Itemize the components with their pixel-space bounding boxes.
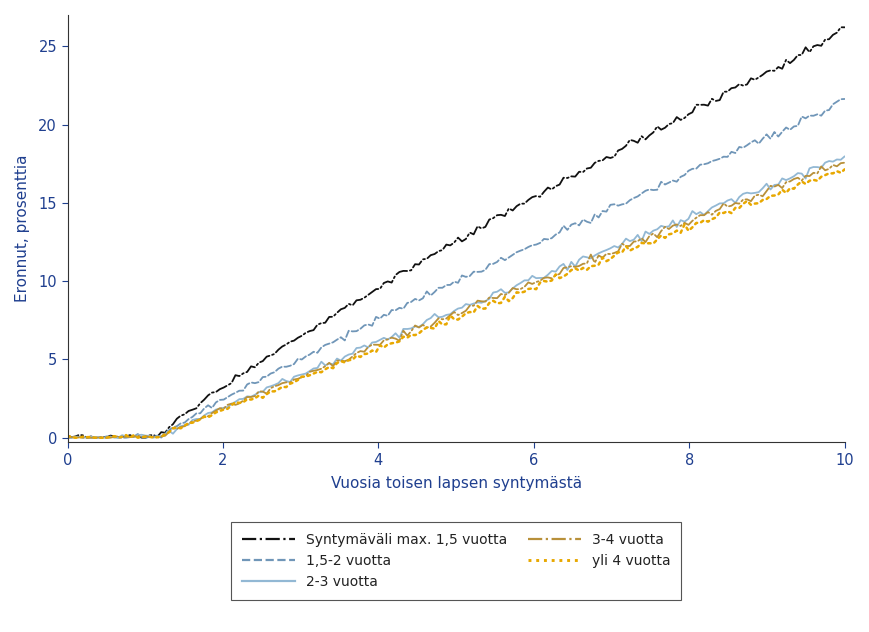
yli 4 vuotta [70,434,81,442]
Syntymäväli max. 1,5 vuotta [839,23,850,31]
1,5-2 vuotta [800,114,811,122]
yli 4 vuotta [63,432,73,440]
Syntymäväli max. 1,5 vuotta [63,432,73,439]
2-3 vuotta [109,434,120,442]
yli 4 vuotta [97,434,108,442]
3-4 vuotta [109,433,120,441]
yli 4 vuotta [777,186,787,193]
Syntymäväli max. 1,5 vuotta [805,49,815,56]
Line: Syntymäväli max. 1,5 vuotta: Syntymäväli max. 1,5 vuotta [68,27,845,438]
Y-axis label: Eronnut, prosenttia: Eronnut, prosenttia [15,155,30,303]
Syntymäväli max. 1,5 vuotta [777,65,787,73]
1,5-2 vuotta [207,404,217,412]
2-3 vuotta [269,381,280,389]
3-4 vuotta [800,172,811,179]
1,5-2 vuotta [94,434,104,441]
Legend: Syntymäväli max. 1,5 vuotta, 1,5-2 vuotta, 2-3 vuotta, 3-4 vuotta, yli 4 vuotta: Syntymäväli max. 1,5 vuotta, 1,5-2 vuott… [231,522,681,600]
yli 4 vuotta [805,177,815,185]
Syntymäväli max. 1,5 vuotta [97,433,108,441]
2-3 vuotta [63,434,73,442]
Syntymäväli max. 1,5 vuotta [836,23,846,31]
yli 4 vuotta [210,409,221,416]
2-3 vuotta [207,408,217,416]
3-4 vuotta [839,159,850,166]
3-4 vuotta [207,410,217,417]
2-3 vuotta [800,175,811,183]
2-3 vuotta [94,434,104,442]
yli 4 vuotta [273,386,283,393]
3-4 vuotta [773,181,784,189]
2-3 vuotta [773,181,784,188]
Line: 1,5-2 vuotta: 1,5-2 vuotta [68,99,845,438]
Line: yli 4 vuotta: yli 4 vuotta [68,169,845,438]
1,5-2 vuotta [109,433,120,441]
1,5-2 vuotta [839,95,850,103]
1,5-2 vuotta [63,434,73,442]
X-axis label: Vuosia toisen lapsen syntymästä: Vuosia toisen lapsen syntymästä [330,476,581,491]
Line: 2-3 vuotta: 2-3 vuotta [68,156,845,438]
3-4 vuotta [269,382,280,390]
Syntymäväli max. 1,5 vuotta [82,434,92,442]
3-4 vuotta [63,434,73,442]
2-3 vuotta [839,152,850,160]
3-4 vuotta [94,434,104,441]
yli 4 vuotta [113,434,123,442]
1,5-2 vuotta [269,368,280,376]
Line: 3-4 vuotta: 3-4 vuotta [68,162,845,438]
Syntymäväli max. 1,5 vuotta [113,434,123,441]
1,5-2 vuotta [773,133,784,140]
Syntymäväli max. 1,5 vuotta [210,388,221,396]
yli 4 vuotta [839,166,850,173]
Syntymäväli max. 1,5 vuotta [273,346,283,353]
